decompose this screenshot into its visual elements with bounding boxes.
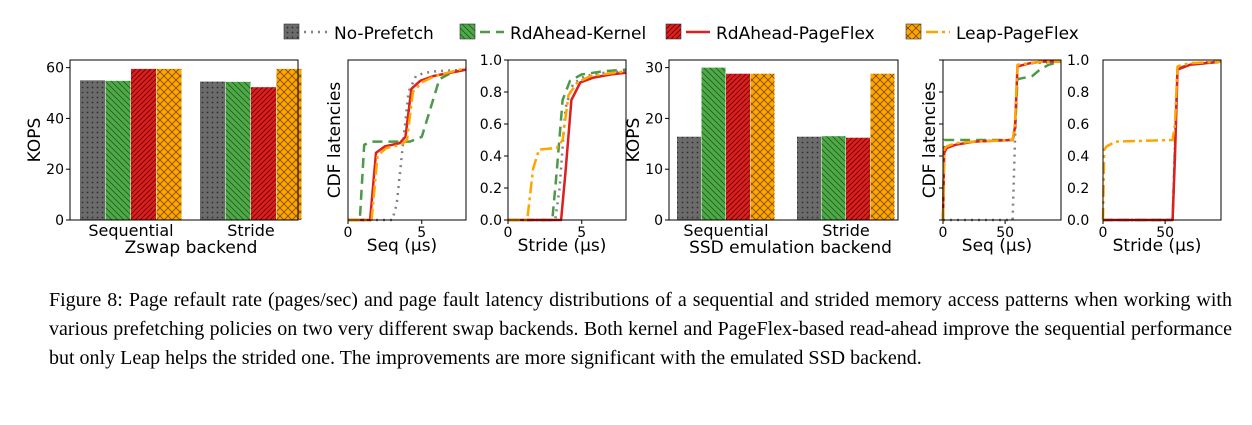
x-axis-label: Stride (μs) xyxy=(518,236,607,256)
y-tick-label-0: 0 xyxy=(654,213,663,229)
x-tick-label-1: 50 xyxy=(996,225,1014,241)
chart-4: 0 50 0.0 0.2 0.4 0.6 0.8 1.0 CDF latencies Seq (μ… xyxy=(920,53,1089,256)
bar-0-1-1 xyxy=(225,81,251,220)
y-tick-label-2: 40 xyxy=(46,111,64,127)
bar-3-0-3 xyxy=(750,73,775,220)
y-tick-label-4: 0.8 xyxy=(1067,85,1089,101)
chart-1: 0 5 CDF latencies Seq (μs) xyxy=(325,59,467,256)
bar-3-0-1 xyxy=(701,67,726,220)
y-tick-label-0: 0.0 xyxy=(1067,213,1089,229)
y-tick-label-1: 0.2 xyxy=(1067,181,1089,197)
cdf-line-2-1 xyxy=(508,68,627,222)
y-tick-label-2: 0.4 xyxy=(480,149,502,165)
bar-0-0-2 xyxy=(131,68,156,220)
x-tick-label-0: 0 xyxy=(344,225,353,241)
bar-0-0-3 xyxy=(156,68,182,220)
y-tick-label-4: 0.8 xyxy=(480,85,502,101)
bar-3-1-1 xyxy=(821,136,846,220)
cdf-line-1-0 xyxy=(348,68,467,222)
cdf-line-2-2 xyxy=(508,71,627,222)
x-tick-label-0: 0 xyxy=(939,225,948,241)
bar-3-0-0 xyxy=(677,136,701,220)
bar-3-1-3 xyxy=(870,73,895,220)
chart-3: Sequential Stride 0 10 20 30 KOPS SSD emulation… xyxy=(624,59,899,258)
axes-frame xyxy=(668,59,899,221)
legend-swatch-3 xyxy=(905,23,922,40)
y-axis-label: KOPS xyxy=(25,118,45,163)
y-tick-label-1: 20 xyxy=(46,162,64,178)
chart-0: Sequential Stride 0 20 40 60 KOPS Zswap backend xyxy=(25,59,302,258)
y-tick-label-3: 60 xyxy=(46,61,64,77)
bar-0-1-2 xyxy=(251,87,276,220)
x-axis-label: Seq (μs) xyxy=(367,236,437,256)
y-tick-label-0: 0 xyxy=(55,213,64,229)
x-axis-label: Zswap backend xyxy=(125,238,258,258)
bar-3-0-2 xyxy=(726,73,750,220)
y-axis-label: CDF latencies xyxy=(325,82,345,199)
axes-frame xyxy=(507,59,627,221)
legend-label-3: Leap-PageFlex xyxy=(956,24,1079,44)
y-tick-label-3: 30 xyxy=(645,61,663,77)
cdf-line-1-3 xyxy=(348,66,467,222)
x-tick-label-1: 5 xyxy=(577,225,586,241)
legend-swatch-0 xyxy=(283,23,300,40)
y-tick-label-1: 0.2 xyxy=(480,181,502,197)
x-tick-label-0: 0 xyxy=(1099,225,1108,241)
axes-frame xyxy=(347,59,467,221)
y-tick-label-3: 0.6 xyxy=(480,117,502,133)
x-axis-label: SSD emulation backend xyxy=(689,238,892,258)
chart-2: 0 5 0.0 0.2 0.4 0.6 0.8 1.0 Stride (μs) xyxy=(480,53,627,256)
legend: No-Prefetch RdAhead-Kernel RdAhead-PageFle… xyxy=(283,23,1079,44)
bar-3-1-2 xyxy=(846,137,870,220)
y-tick-label-2: 20 xyxy=(645,111,663,127)
legend-swatch-1 xyxy=(459,23,476,40)
y-tick-label-3: 0.6 xyxy=(1067,117,1089,133)
x-axis-label: Stride (μs) xyxy=(1113,236,1202,256)
cdf-line-4-3 xyxy=(941,60,1061,221)
legend-label-0: No-Prefetch xyxy=(334,24,434,44)
bar-0-1-0 xyxy=(200,81,225,220)
legend-label-2: RdAhead-PageFlex xyxy=(716,24,875,44)
y-axis-label: KOPS xyxy=(624,118,644,163)
x-axis-label: Seq (μs) xyxy=(962,236,1032,256)
x-tick-label-0: Sequential xyxy=(683,221,768,240)
bar-0-0-0 xyxy=(80,80,105,220)
x-tick-label-1: 50 xyxy=(1156,225,1174,241)
y-tick-label-0: 0.0 xyxy=(480,213,502,229)
cdf-line-1-2 xyxy=(348,68,467,222)
x-tick-label-0: Sequential xyxy=(88,221,173,240)
y-tick-label-1: 10 xyxy=(645,162,663,178)
bar-0-1-3 xyxy=(276,68,302,220)
legend-swatch-2 xyxy=(665,23,682,40)
bar-3-1-0 xyxy=(797,136,821,220)
y-tick-label-2: 0.4 xyxy=(1067,149,1089,165)
y-axis-label: CDF latencies xyxy=(920,82,940,199)
cdf-line-2-3 xyxy=(508,69,627,222)
axes-frame xyxy=(942,59,1062,221)
cdf-line-5-3 xyxy=(1101,60,1222,221)
x-tick-label-1: 5 xyxy=(417,225,426,241)
charts: Sequential Stride 0 20 40 60 KOPS Zswap backend… xyxy=(25,53,1222,258)
bar-0-0-1 xyxy=(105,80,131,220)
cdf-line-1-1 xyxy=(348,68,467,222)
axes-frame xyxy=(1102,59,1222,221)
x-tick-label-1: Stride xyxy=(822,221,869,240)
axes-frame xyxy=(69,59,299,221)
x-tick-label-0: 0 xyxy=(504,225,513,241)
figure-caption: Figure 8: Page refault rate (pages/sec) … xyxy=(49,289,1232,369)
x-tick-label-1: Stride xyxy=(227,221,274,240)
legend-label-1: RdAhead-Kernel xyxy=(510,24,646,44)
figure-8: No-Prefetch RdAhead-Kernel RdAhead-PageFle… xyxy=(25,23,1222,258)
y-tick-label-5: 1.0 xyxy=(480,53,502,69)
y-tick-label-5: 1.0 xyxy=(1067,53,1089,69)
